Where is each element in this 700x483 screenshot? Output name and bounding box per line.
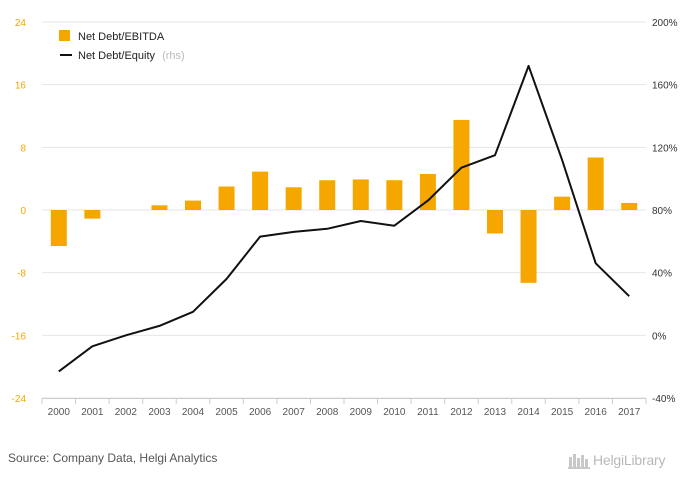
x-tick-label: 2016	[585, 407, 608, 418]
line-series	[58, 64, 630, 373]
left-axis-ticks: 24 16 8 0 -8 -16 -24	[12, 18, 27, 405]
bar	[386, 180, 403, 210]
left-tick-label: -24	[12, 394, 27, 405]
bar	[487, 210, 503, 234]
bar	[84, 210, 101, 219]
bar	[185, 200, 201, 210]
x-tick-label: 2014	[517, 407, 540, 418]
bar	[520, 210, 537, 283]
legend-label-line-group: Net Debt/Equity (rhs)	[78, 50, 185, 62]
legend-label-line: Net Debt/Equity	[78, 50, 156, 62]
library-books-icon	[568, 454, 590, 469]
x-tick-label: 2003	[148, 407, 171, 418]
x-tick-label: 2002	[115, 407, 138, 418]
x-tick-label: 2013	[484, 407, 507, 418]
x-tick-label: 2004	[182, 407, 205, 418]
x-tick-label: 2012	[450, 407, 473, 418]
legend-label-bar: Net Debt/EBITDA	[78, 31, 165, 43]
x-tick-label: 2001	[81, 407, 104, 418]
x-tick-label: 2011	[417, 407, 439, 418]
x-tick-label: 2006	[249, 407, 272, 418]
bar	[554, 196, 571, 210]
x-tick-label: 2015	[551, 407, 574, 418]
bar	[252, 171, 269, 210]
right-tick-label: 40%	[652, 269, 672, 280]
legend: Net Debt/EBITDA Net Debt/Equity (rhs)	[59, 30, 185, 62]
helgi-logo: HelgiLibrary	[568, 449, 692, 471]
x-tick-label: 2008	[316, 407, 339, 418]
left-tick-label: -8	[17, 269, 26, 280]
x-tick-label: 2007	[283, 407, 306, 418]
left-tick-label: 0	[20, 206, 26, 217]
bar	[50, 210, 67, 247]
bar	[285, 187, 302, 210]
x-tick-label: 2017	[618, 407, 641, 418]
bar	[352, 179, 369, 210]
right-tick-label: 160%	[652, 81, 678, 92]
bar	[319, 180, 336, 210]
bar	[587, 157, 604, 210]
right-tick-label: 0%	[652, 331, 667, 342]
bar-series	[50, 119, 638, 283]
x-axis: 2000 2001 2002 2003 2004 2005 2006 2007 2008 2009…	[41, 398, 647, 418]
left-tick-label: -16	[12, 331, 27, 342]
x-tick-label: 2010	[383, 407, 406, 418]
x-tick-label: 2005	[215, 407, 238, 418]
bar	[621, 202, 638, 210]
x-tick-label: 2009	[350, 407, 373, 418]
legend-swatch-bar	[59, 30, 70, 41]
right-tick-label: 200%	[652, 18, 678, 29]
bar	[218, 186, 235, 210]
left-tick-label: 8	[20, 143, 26, 154]
left-tick-label: 16	[15, 81, 27, 92]
bar	[453, 119, 470, 210]
right-tick-label: -40%	[652, 394, 675, 405]
legend-label-line-suffix: (rhs)	[162, 50, 185, 62]
x-tick-label: 2000	[48, 407, 71, 418]
logo-text: HelgiLibrary	[593, 452, 666, 468]
bar	[419, 173, 436, 210]
right-tick-label: 80%	[652, 206, 672, 217]
series-line	[58, 64, 630, 373]
bar	[151, 205, 168, 210]
right-axis-ticks: 200% 160% 120% 80% 40% 0% -40%	[652, 18, 678, 405]
right-tick-label: 120%	[652, 143, 678, 154]
left-tick-label: 24	[15, 18, 27, 29]
source-note: Source: Company Data, Helgi Analytics	[8, 451, 218, 465]
